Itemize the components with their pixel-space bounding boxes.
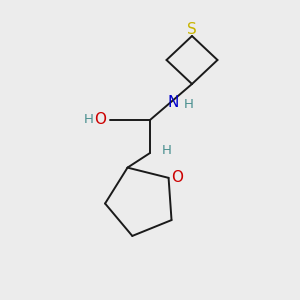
Text: O: O	[94, 112, 106, 128]
Text: H: H	[162, 143, 171, 157]
Text: H: H	[84, 112, 93, 126]
Text: S: S	[187, 22, 197, 37]
Text: H: H	[184, 98, 194, 111]
Text: O: O	[172, 170, 184, 185]
Text: N: N	[168, 95, 179, 110]
